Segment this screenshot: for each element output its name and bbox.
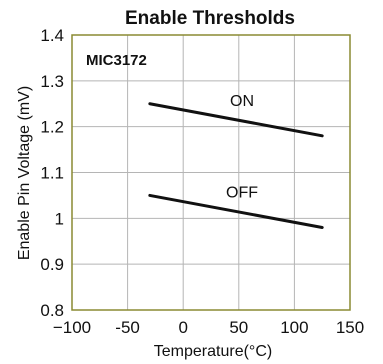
y-tick-label: 1.1 [40,164,64,183]
y-tick-label: 1.2 [40,118,64,137]
y-tick-labels: 0.8 0.9 1 1.1 1.2 1.3 1.4 [40,26,64,320]
series-label-on: ON [230,93,254,110]
x-tick-label: 50 [229,318,248,337]
x-tick-label: −100 [53,318,91,337]
device-label: MIC3172 [86,52,147,69]
y-tick-label: 0.8 [40,301,64,320]
plot-frame [71,34,351,311]
y-tick-label: 0.9 [40,255,64,274]
x-tick-label: 150 [336,318,364,337]
series-label-off: OFF [226,184,258,201]
series-line-off [148,193,324,229]
series-line-on [148,102,324,138]
y-tick-label: 1 [55,209,64,228]
y-tick-label: 1.4 [40,26,64,45]
grid [71,34,351,311]
x-axis-label: Temperature(°C) [154,343,272,360]
y-axis-label: Enable Pin Voltage (mV) [16,86,33,260]
x-tick-label: 100 [280,318,308,337]
chart-title: Enable Thresholds [125,8,295,29]
x-tick-label: 0 [178,318,187,337]
x-tick-labels: −100 -50 0 50 100 150 [53,318,364,337]
x-tick-label: -50 [115,318,140,337]
series: ON OFF [148,93,324,229]
y-tick-label: 1.3 [40,72,64,91]
